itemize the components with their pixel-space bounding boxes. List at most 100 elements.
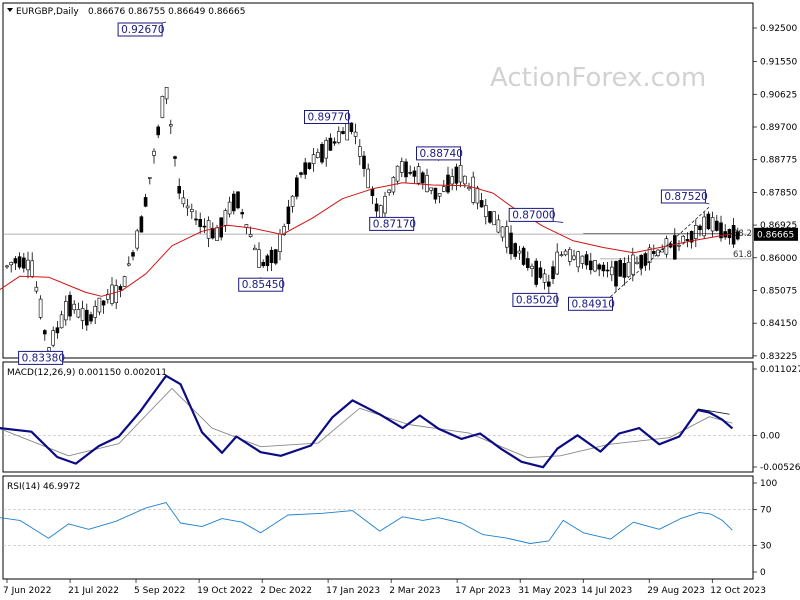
candle-body: [89, 314, 93, 322]
rsi-y-tick-label: 0: [760, 568, 766, 578]
candle-body: [538, 267, 543, 278]
candle-body: [9, 261, 13, 266]
candle-body: [299, 172, 303, 175]
candle-body: [257, 249, 261, 268]
y-tick-label: 0.89700: [760, 123, 797, 133]
y-tick-label: 0.85075: [760, 287, 797, 297]
candle-body: [51, 330, 56, 346]
candle-body: [429, 187, 434, 191]
axes: 0.92500 0.91550 0.90625 0.89700 0.88775 0.878…: [3, 24, 800, 596]
annotation-label: 0.88740: [420, 148, 463, 160]
candle-body: [59, 314, 64, 329]
candle-body: [551, 266, 555, 280]
candle-body: [278, 233, 282, 252]
annotation-label: 0.87520: [664, 191, 707, 203]
candle-body: [294, 177, 299, 197]
candle-body: [719, 222, 723, 239]
macd-main-line: [0, 374, 734, 469]
candle-body: [618, 259, 623, 277]
y-tick-label: 0.92500: [760, 24, 797, 34]
candle-body: [656, 249, 660, 256]
candle-body: [336, 131, 341, 143]
candle-body: [404, 161, 408, 178]
candle-body: [500, 226, 505, 238]
rsi-y-tick-label: 30: [760, 541, 772, 551]
candle-body: [542, 273, 547, 283]
annotation-label: 0.85450: [242, 279, 285, 291]
y-tick-label: 0.91550: [760, 58, 797, 68]
candle-body: [635, 261, 639, 265]
candle-body: [399, 161, 404, 173]
annotation-box: [304, 110, 349, 124]
candle-body: [303, 162, 308, 175]
annotation-leader: [553, 221, 564, 223]
candle-body: [706, 213, 711, 230]
annotation-box: [369, 216, 415, 231]
candle-body: [605, 269, 610, 272]
candle-body: [479, 200, 484, 208]
trend-support-line: [610, 206, 710, 297]
annotation-label: 0.89770: [308, 112, 351, 124]
dropdown-arrow-icon[interactable]: [7, 8, 13, 12]
candle-body: [85, 309, 89, 326]
candle-body: [651, 251, 656, 254]
current-price-tag: 0.86665: [754, 227, 798, 241]
candle-body: [567, 249, 572, 262]
candle-body: [320, 144, 324, 163]
candle-body: [357, 146, 362, 157]
candle-body: [114, 285, 118, 304]
rsi-line: [0, 502, 733, 544]
price-annotations: 0.92670 0.83380 0.85450 0.89770 0.87170 0.887…: [18, 21, 710, 365]
candle-body: [282, 226, 287, 235]
rsi-panel: [2, 475, 754, 580]
fib-level-label: 38.2: [733, 229, 752, 239]
symbol-title: EURGBP,Daily: [16, 7, 79, 17]
x-tick-label: 29 Aug 2023: [647, 586, 705, 596]
candle-body: [55, 327, 60, 334]
annotation-box: [416, 146, 461, 161]
candle-body: [630, 254, 635, 275]
candle-body: [622, 262, 627, 278]
candle-body: [21, 257, 26, 269]
candle-body: [580, 255, 585, 264]
fib-level-label: 61.8: [733, 250, 752, 260]
macd-y-tick-label: -0.005267: [760, 463, 800, 473]
candle-body: [698, 225, 702, 231]
macd-lines: [0, 374, 753, 469]
watermark: ActionForex.com: [490, 63, 706, 93]
candle-body: [34, 286, 39, 292]
moving-average: [0, 182, 733, 297]
candle-body: [471, 176, 476, 203]
candle-body: [72, 303, 76, 311]
candle-body: [139, 216, 144, 233]
candle-body: [433, 187, 438, 200]
candle-body: [349, 122, 354, 132]
rsi-y-tick-label: 100: [760, 479, 777, 489]
y-tick-label: 0.90625: [760, 90, 797, 100]
candle-body: [425, 175, 429, 193]
candle-body: [173, 156, 177, 159]
candle-body: [521, 247, 526, 265]
candle-body: [148, 177, 152, 179]
x-tick-label: 7 Jun 2022: [3, 586, 51, 596]
candle-body: [236, 191, 240, 209]
x-tick-label: 21 Jul 2022: [68, 586, 119, 596]
candle-body: [467, 187, 471, 190]
candle-body: [572, 255, 576, 260]
candle-body: [509, 232, 513, 255]
candle-body: [458, 165, 463, 183]
candle-body: [710, 217, 715, 232]
candle-body: [677, 244, 681, 247]
candle-body: [131, 252, 135, 257]
candle-body: [42, 330, 47, 335]
candle-body: [101, 300, 106, 306]
candle-body: [488, 211, 492, 223]
x-tick-label: 2 Dec 2022: [260, 586, 312, 596]
price-panel: [2, 2, 754, 359]
annotation-box: [117, 22, 163, 37]
candle-body: [366, 168, 371, 189]
candle-body: [601, 264, 606, 272]
candle-body: [223, 210, 228, 226]
annotation-label: 0.87170: [373, 218, 416, 230]
candle-body: [80, 308, 85, 321]
